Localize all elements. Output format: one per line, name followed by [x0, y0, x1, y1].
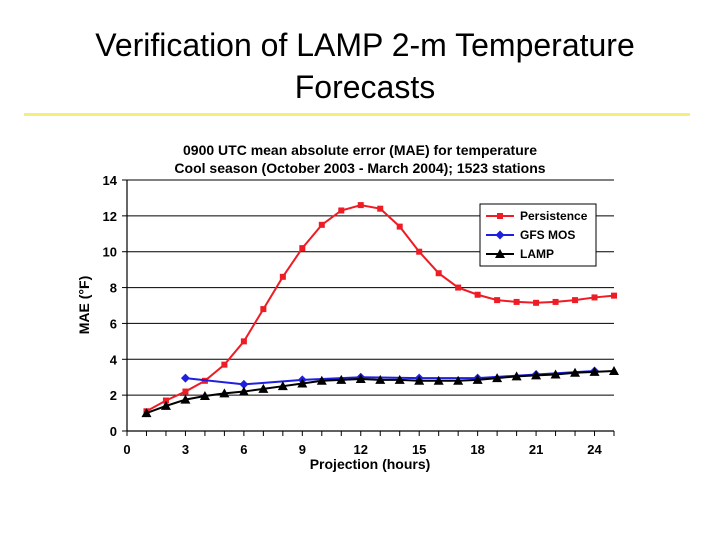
chart-axes [122, 179, 615, 436]
chart-series [141, 202, 619, 418]
lamp-data-point [414, 375, 425, 385]
lamp-data-point [589, 366, 600, 376]
persistence-data-point [338, 207, 345, 214]
chart-title-line-1: 0900 UTC mean absolute error (MAE) for t… [183, 142, 537, 158]
lamp-data-point [199, 391, 210, 401]
lamp-data-point [238, 386, 249, 396]
x-tick-label: 15 [412, 442, 426, 457]
lamp-data-point [297, 378, 308, 388]
legend-marker-gfs-mos [495, 230, 505, 240]
persistence-data-point [494, 297, 501, 304]
title-divider [24, 113, 690, 116]
persistence-data-point [552, 298, 559, 305]
persistence-data-point [182, 388, 189, 395]
persistence-data-point [260, 306, 267, 313]
y-tick-label: 2 [110, 388, 117, 403]
x-tick-label: 21 [529, 442, 543, 457]
lamp-data-point [492, 373, 503, 383]
lamp-data-point [277, 381, 288, 391]
x-tick-label: 12 [354, 442, 368, 457]
y-tick-label: 12 [103, 209, 117, 224]
lamp-data-point [531, 370, 542, 380]
persistence-data-point [533, 299, 540, 306]
persistence-data-point [279, 273, 286, 280]
legend-label-persistence: Persistence [520, 209, 588, 223]
x-axis-label: Projection (hours) [310, 456, 431, 472]
y-tick-label: 6 [110, 316, 117, 331]
persistence-data-point [240, 338, 247, 345]
legend-marker-lamp [495, 249, 505, 258]
persistence-data-point [357, 202, 364, 209]
persistence-data-point [455, 284, 462, 291]
x-tick-label: 24 [587, 442, 602, 457]
persistence-data-point [611, 292, 617, 299]
lamp-data-point [433, 375, 444, 385]
y-axis-label: MAE (°F) [76, 276, 92, 334]
lamp-data-point [316, 375, 327, 385]
legend-label-lamp: LAMP [520, 247, 554, 261]
x-tick-label: 9 [299, 442, 306, 457]
y-tick-label: 0 [110, 424, 117, 439]
lamp-data-point [375, 374, 386, 384]
persistence-data-point [474, 291, 481, 298]
persistence-data-point [162, 397, 169, 404]
lamp-data-point [219, 388, 230, 398]
lamp-data-point [394, 374, 405, 384]
persistence-data-point [318, 221, 325, 228]
lamp-data-point [141, 408, 152, 418]
lamp-data-point [570, 367, 581, 377]
slide-title-line-2: Forecasts [294, 69, 436, 105]
slide-title: Verification of LAMP 2-m Temperature For… [20, 24, 710, 108]
persistence-data-point [221, 361, 228, 368]
slide-title-line-1: Verification of LAMP 2-m Temperature [95, 27, 635, 63]
lamp-data-point [550, 369, 561, 379]
y-tick-label: 8 [110, 281, 117, 296]
lamp-data-point [609, 365, 619, 375]
chart-legend: Persistence GFS MOS LAMP [479, 203, 597, 267]
persistence-data-point [377, 205, 384, 212]
y-tick-label: 4 [110, 352, 118, 367]
lamp-data-point [472, 374, 483, 384]
lamp-data-point [355, 374, 366, 384]
x-tick-label: 6 [240, 442, 247, 457]
persistence-data-point [396, 223, 403, 230]
legend-marker-persistence [497, 213, 503, 219]
lamp-data-point [511, 371, 522, 381]
chart-title-line-2: Cool season (October 2003 - March 2004);… [174, 160, 545, 176]
persistence-data-point [591, 294, 598, 301]
gfs-mos-data-point [239, 379, 249, 389]
gfs-mos-data-point [180, 373, 190, 383]
legend-label-gfs-mos: GFS MOS [520, 228, 575, 242]
persistence-data-point [572, 297, 579, 304]
persistence-data-point [513, 298, 520, 305]
lamp-data-point [258, 383, 269, 393]
persistence-data-point [416, 248, 423, 255]
x-tick-label: 18 [470, 442, 484, 457]
persistence-data-point [299, 245, 306, 252]
x-tick-label: 3 [182, 442, 189, 457]
x-tick-label: 0 [123, 442, 130, 457]
lamp-data-point [180, 394, 191, 404]
y-tick-label: 10 [103, 245, 117, 260]
lamp-data-point [336, 374, 347, 384]
y-tick-label: 14 [103, 173, 118, 188]
lamp-data-point [453, 375, 464, 385]
lamp-data-point [160, 400, 171, 410]
persistence-data-point [435, 270, 442, 277]
